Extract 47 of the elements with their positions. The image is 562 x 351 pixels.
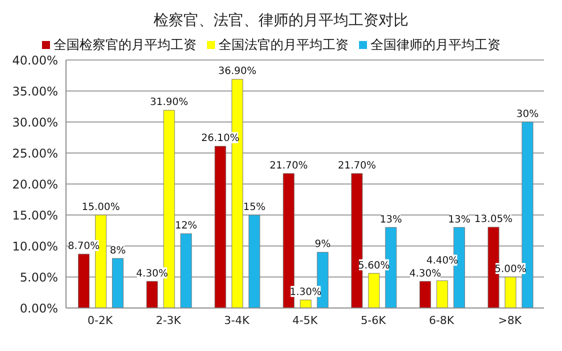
x-tick-label: >8K	[498, 314, 522, 327]
data-label: 15.00%	[82, 202, 120, 213]
data-label: 15%	[243, 202, 266, 213]
legend-label: 全国律师的月平均工资	[370, 38, 500, 53]
data-label: 31.90%	[150, 97, 188, 108]
data-label: 21.70%	[338, 160, 376, 172]
data-label: 30%	[516, 109, 539, 120]
legend-label: 全国法官的月平均工资	[218, 38, 348, 53]
data-label: 12%	[174, 220, 198, 232]
y-tick-label: 25.00%	[12, 146, 58, 160]
bar	[146, 281, 158, 308]
x-tick-label: 0-2K	[88, 314, 114, 327]
legend-label: 全国检察官的月平均工资	[54, 38, 196, 53]
bar	[504, 276, 516, 308]
data-label: 13%	[380, 214, 402, 226]
y-tick-label: 40.00%	[12, 53, 58, 68]
data-label: 21.70%	[270, 160, 308, 172]
data-label: 13%	[448, 214, 470, 226]
y-tick-label: 20.00%	[12, 177, 58, 192]
x-tick-label: 2-3K	[156, 314, 182, 327]
x-tick-label: 5-6K	[360, 314, 387, 327]
y-tick-label: 0.00%	[20, 301, 58, 316]
data-label: 8%	[110, 245, 126, 256]
bar	[214, 146, 226, 308]
x-tick-label: 6-8K	[428, 314, 455, 327]
x-tick-label: 3-4K	[224, 314, 250, 327]
bar	[78, 254, 90, 308]
y-tick-label: 35.00%	[12, 84, 58, 98]
data-label: 9%	[314, 239, 331, 250]
y-tick-label: 30.00%	[12, 115, 58, 130]
y-tick-label: 10.00%	[12, 239, 58, 254]
x-tick-label: 4-5K	[292, 314, 318, 327]
data-label: 13.05%	[474, 214, 513, 226]
bar	[300, 300, 312, 308]
data-label: 36.90%	[218, 66, 256, 78]
data-label: 4.40%	[426, 256, 458, 267]
data-label: 4.30%	[409, 268, 442, 280]
bar	[368, 273, 380, 308]
bar	[112, 258, 124, 308]
data-label: 8.70%	[68, 241, 100, 252]
chart-title: 检察官、法官、律师的月平均工资对比	[152, 10, 410, 31]
y-tick-label: 15.00%	[12, 208, 58, 222]
bar	[419, 281, 431, 308]
bar	[436, 280, 448, 308]
y-tick-label: 5.00%	[20, 270, 58, 284]
bar	[180, 233, 192, 308]
bar	[248, 214, 260, 308]
